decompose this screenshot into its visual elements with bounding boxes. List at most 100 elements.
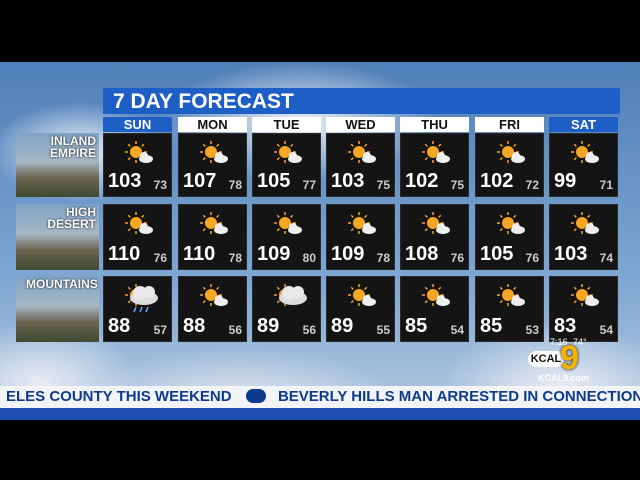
high-temp: 109 — [257, 243, 291, 265]
logo-number: 9 — [560, 339, 579, 377]
day-label: WED — [326, 117, 395, 132]
weather-icon — [122, 209, 158, 243]
high-temp: 108 — [405, 243, 439, 265]
forecast-cell: 88 57 — [103, 276, 172, 342]
high-temp: 88 — [183, 315, 206, 337]
low-temp: 77 — [302, 178, 316, 192]
forecast-cell: 99 71 — [549, 133, 618, 197]
region-panel: INLAND EMPIRE — [16, 133, 99, 197]
forecast-cell: 85 53 — [475, 276, 544, 342]
low-temp: 57 — [153, 323, 167, 337]
low-temp: 74 — [599, 251, 613, 265]
weather-icon — [419, 281, 455, 315]
network-logo — [245, 389, 266, 403]
weather-icon — [494, 281, 530, 315]
high-temp: 89 — [257, 315, 280, 337]
forecast-cell: 103 75 — [326, 133, 395, 197]
low-temp: 54 — [599, 323, 613, 337]
low-temp: 54 — [450, 323, 464, 337]
weather-icon — [197, 138, 233, 172]
clock-temperature: 74° — [573, 337, 587, 347]
high-temp: 105 — [480, 243, 514, 265]
weather-icon-graphic — [348, 284, 376, 306]
region-panel: MOUNTAINS — [16, 276, 99, 342]
high-temp: 83 — [554, 315, 577, 337]
high-temp: 102 — [480, 170, 514, 192]
high-temp: 102 — [405, 170, 439, 192]
region-name: HIGH DESERT — [47, 205, 96, 231]
weather-icon-graphic — [125, 141, 153, 163]
weather-icon — [419, 209, 455, 243]
low-temp: 75 — [450, 178, 464, 192]
day-label: TUE — [252, 117, 321, 132]
weather-icon-graphic — [274, 212, 302, 234]
high-temp: 107 — [183, 170, 217, 192]
weather-icon-graphic — [422, 212, 450, 234]
weather-icon — [197, 209, 233, 243]
region-name: INLAND EMPIRE — [49, 134, 96, 160]
bottom-bar — [0, 408, 640, 420]
weather-icon — [494, 209, 530, 243]
low-temp: 73 — [153, 178, 167, 192]
weather-icon — [197, 281, 233, 315]
forecast-cell: 88 56 — [178, 276, 247, 342]
weather-icon — [419, 138, 455, 172]
high-temp: 89 — [331, 315, 354, 337]
weather-icon-graphic — [497, 212, 525, 234]
clock-time: 7:16 — [550, 337, 568, 347]
low-temp: 72 — [525, 178, 539, 192]
weather-icon-graphic — [571, 141, 599, 163]
high-temp: 103 — [331, 170, 365, 192]
low-temp: 78 — [228, 178, 242, 192]
high-temp: 99 — [554, 170, 577, 192]
forecast-cell: 89 56 — [252, 276, 321, 342]
forecast-cell: 103 73 — [103, 133, 172, 197]
forecast-cell: 89 55 — [326, 276, 395, 342]
high-temp: 105 — [257, 170, 291, 192]
low-temp: 75 — [376, 178, 390, 192]
weather-icon — [122, 281, 158, 315]
day-label: SAT — [549, 117, 618, 132]
day-label: SUN — [103, 117, 172, 132]
day-label: THU — [400, 117, 469, 132]
forecast-title: 7 DAY FORECAST — [103, 88, 620, 114]
forecast-cell: 108 76 — [400, 204, 469, 270]
forecast-cell: 102 75 — [400, 133, 469, 197]
weather-icon-graphic — [422, 284, 450, 306]
weather-icon — [345, 138, 381, 172]
ticker-text: ELES COUNTY THIS WEEKEND — [6, 388, 232, 405]
low-temp: 76 — [153, 251, 167, 265]
low-temp: 56 — [228, 323, 242, 337]
forecast-cell: 109 78 — [326, 204, 395, 270]
high-temp: 103 — [108, 170, 142, 192]
forecast-cell: 83 54 — [549, 276, 618, 342]
weather-icon-graphic — [200, 212, 228, 234]
weather-icon-graphic — [274, 141, 302, 163]
high-temp: 109 — [331, 243, 365, 265]
forecast-cell: 109 80 — [252, 204, 321, 270]
forecast-cell: 105 76 — [475, 204, 544, 270]
news-ticker: ELES COUNTY THIS WEEKEND BEVERLY HILLS M… — [0, 386, 640, 408]
day-label: MON — [178, 117, 247, 132]
weather-icon-graphic — [497, 284, 525, 306]
weather-icon — [345, 281, 381, 315]
weather-icon — [494, 138, 530, 172]
weather-icon-graphic — [348, 141, 376, 163]
low-temp: 55 — [376, 323, 390, 337]
station-logo: KCAL 9 — [528, 339, 598, 377]
weather-icon — [122, 138, 158, 172]
forecast-cell: 85 54 — [400, 276, 469, 342]
weather-icon-graphic — [200, 284, 228, 306]
weather-icon-graphic — [125, 284, 158, 313]
weather-icon-graphic — [422, 141, 450, 163]
forecast-cell: 105 77 — [252, 133, 321, 197]
weather-icon-graphic — [348, 212, 376, 234]
weather-icon-graphic — [274, 284, 307, 306]
high-temp: 103 — [554, 243, 588, 265]
high-temp: 110 — [183, 243, 216, 265]
forecast-cell: 110 76 — [103, 204, 172, 270]
weather-icon — [271, 209, 307, 243]
weather-icon — [568, 138, 604, 172]
weather-icon-graphic — [125, 212, 153, 234]
